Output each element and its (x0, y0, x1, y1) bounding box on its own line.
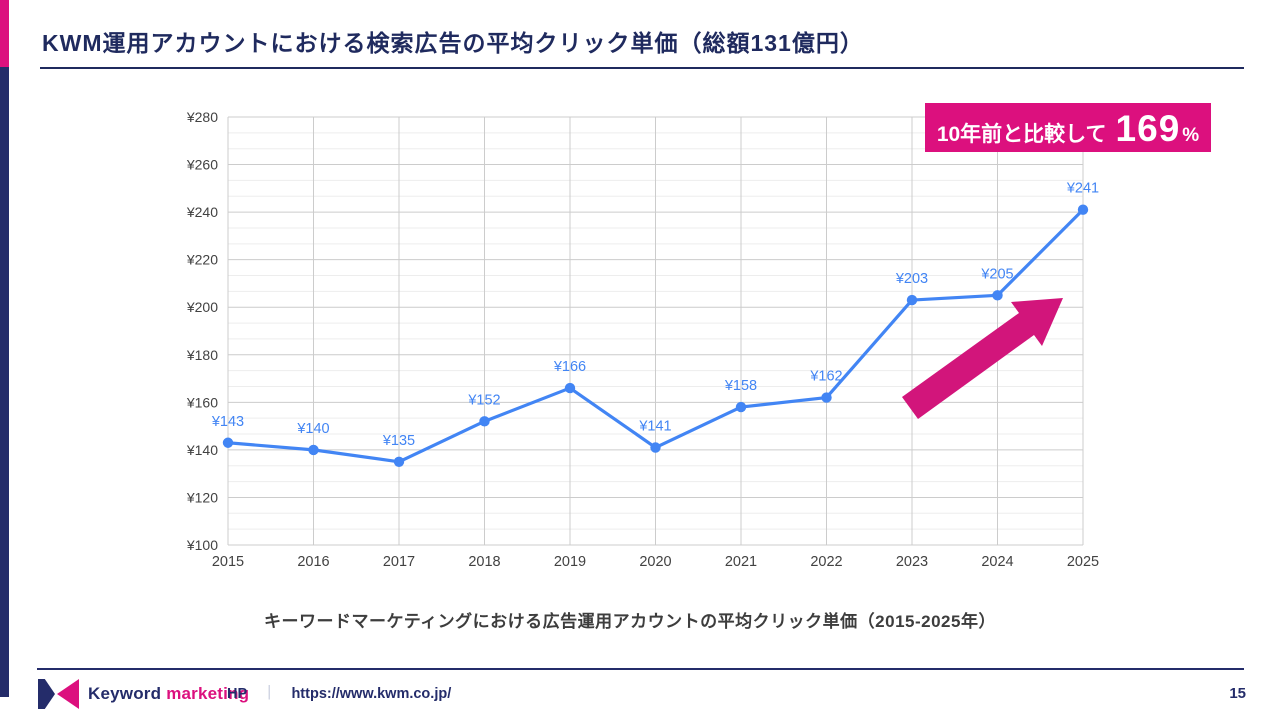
data-point-label: ¥205 (980, 266, 1013, 282)
x-axis-tick-label: 2021 (725, 554, 757, 570)
y-axis-tick-label: ¥120 (186, 489, 218, 505)
x-axis-tick-label: 2022 (810, 554, 842, 570)
page-title: KWM運用アカウントにおける検索広告の平均クリック単価（総額131億円） (42, 30, 864, 56)
y-axis-tick-label: ¥100 (186, 537, 218, 553)
y-axis-tick-label: ¥260 (186, 157, 218, 173)
x-axis-tick-label: 2017 (383, 554, 415, 570)
data-point-marker (906, 294, 918, 306)
x-axis-tick-label: 2019 (554, 554, 586, 570)
x-axis-tick-label: 2018 (468, 554, 500, 570)
chart-caption: キーワードマーケティングにおける広告運用アカウントの平均クリック単価（2015-… (264, 612, 996, 631)
chart-axis-labels: ¥100 ¥120 ¥140 ¥160 ¥180 ¥200 ¥220 ¥240 ¥260 ¥280… (186, 109, 1099, 570)
data-point-marker (992, 290, 1003, 301)
data-point-label: ¥203 (895, 271, 928, 287)
x-axis-tick-label: 2015 (212, 554, 244, 570)
left-accent-bar-navy (0, 67, 9, 697)
data-point-marker (308, 444, 319, 456)
logo-word-keyword: Keyword (88, 684, 162, 703)
badge-percent-sign: % (1182, 125, 1200, 146)
hp-label: HP (227, 686, 247, 702)
data-point-marker (222, 437, 234, 448)
company-logo: Keyword marketing (38, 679, 249, 709)
badge-prefix-text: 10年前と比較して (936, 123, 1107, 146)
data-point-marker (735, 401, 747, 413)
data-point-label: ¥162 (809, 369, 842, 385)
data-point-marker (564, 382, 576, 394)
y-axis-tick-label: ¥240 (186, 204, 218, 220)
site-url: https://www.kwm.co.jp/ (291, 686, 452, 702)
chart-series: ¥143 ¥140 ¥135 ¥152 ¥166 ¥141 ¥158 ¥162 ¥203 ¥205… (211, 181, 1099, 467)
data-point-marker (393, 456, 405, 467)
x-axis-tick-label: 2025 (1067, 554, 1099, 570)
title-divider (40, 67, 1244, 69)
data-point-label: ¥166 (553, 359, 586, 375)
logo-mark-pink-icon (57, 679, 79, 709)
data-point-marker (1077, 204, 1089, 215)
logo-mark-navy-icon (38, 679, 55, 709)
badge-value: 169 (1115, 108, 1181, 149)
data-point-marker (650, 442, 661, 453)
y-axis-tick-label: ¥220 (186, 252, 218, 268)
data-point-label: ¥241 (1066, 181, 1099, 197)
data-point-label: ¥140 (296, 421, 329, 437)
logo-word-marketing: marketing (166, 684, 250, 703)
data-point-marker (821, 392, 832, 403)
footer-separator: ｜ (261, 686, 277, 702)
data-point-marker (479, 416, 490, 427)
data-point-label: ¥158 (724, 378, 757, 394)
data-point-label: ¥141 (638, 419, 671, 435)
cpc-line-chart: ¥143 ¥140 ¥135 ¥152 ¥166 ¥141 ¥158 ¥162 ¥203 ¥205… (186, 109, 1099, 570)
footer-site-info: HP ｜ https://www.kwm.co.jp/ (227, 679, 451, 709)
comparison-badge: 10年前と比較して 169 % (925, 103, 1211, 152)
y-axis-tick-label: ¥280 (186, 109, 218, 125)
x-axis-tick-label: 2016 (297, 554, 329, 570)
left-accent-bar-pink (0, 0, 9, 67)
y-axis-tick-label: ¥180 (186, 347, 218, 363)
y-axis-tick-label: ¥140 (186, 442, 218, 458)
data-point-label: ¥152 (467, 392, 500, 408)
data-point-label: ¥143 (211, 414, 244, 430)
chart-gridlines (227, 116, 1084, 546)
x-axis-tick-label: 2020 (639, 554, 671, 570)
page-number: 15 (1229, 685, 1246, 702)
x-axis-tick-label: 2023 (896, 554, 928, 570)
footer-divider (37, 668, 1244, 670)
x-axis-tick-label: 2024 (981, 554, 1013, 570)
y-axis-tick-label: ¥200 (186, 299, 218, 315)
growth-arrow-icon (902, 298, 1063, 419)
data-point-label: ¥135 (382, 433, 415, 449)
y-axis-tick-label: ¥160 (186, 394, 218, 410)
